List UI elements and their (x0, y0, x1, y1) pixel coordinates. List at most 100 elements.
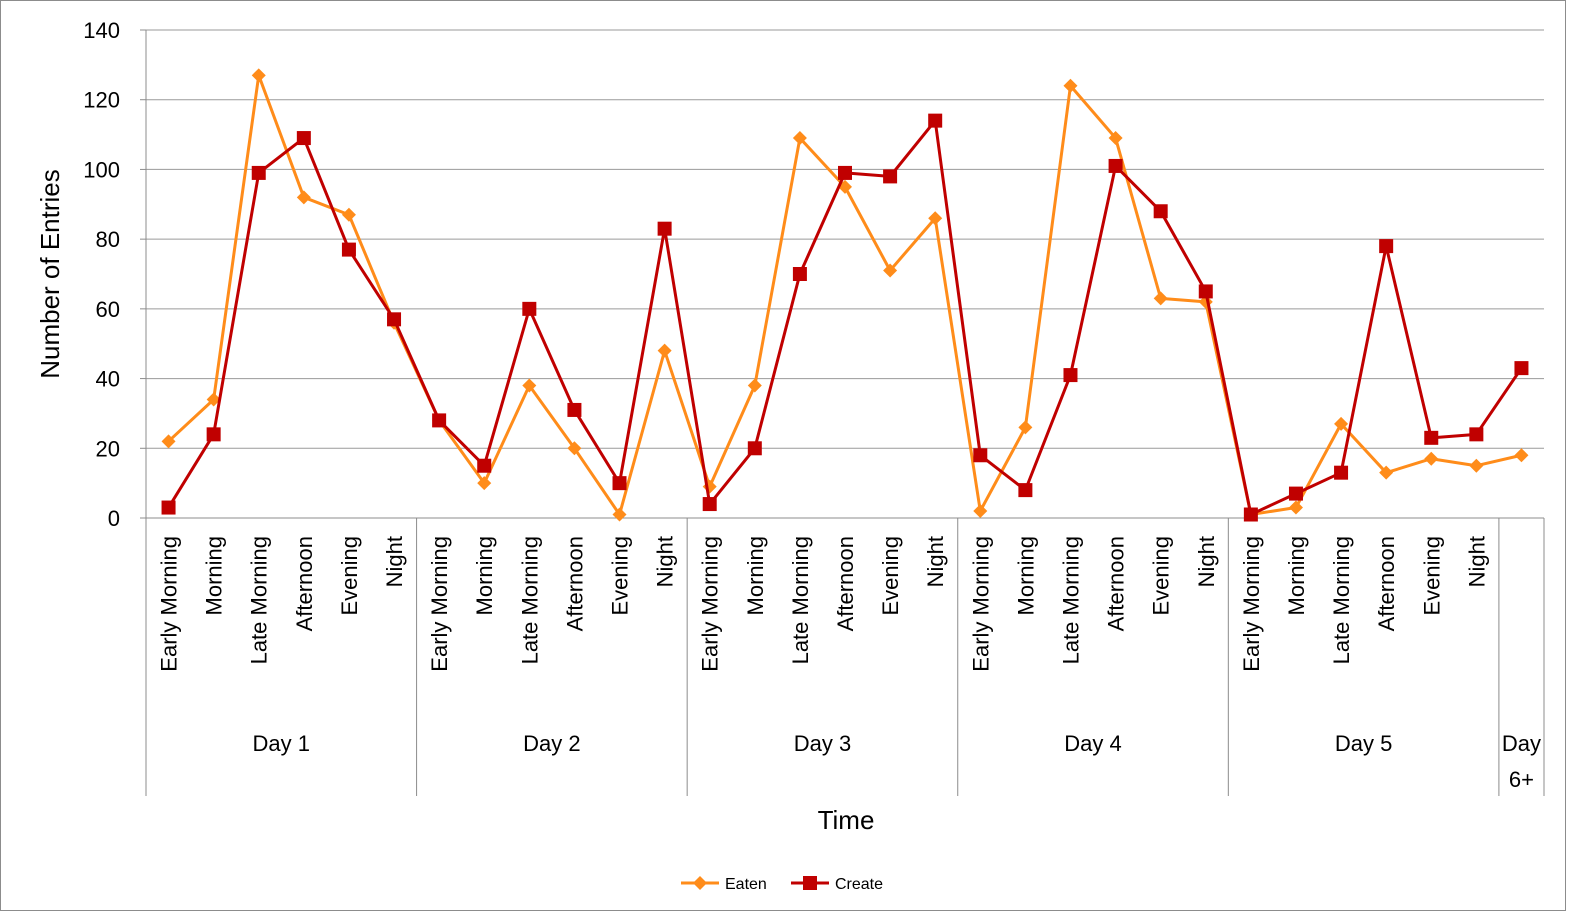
x-group-label: Day 6+ (1502, 731, 1541, 792)
data-point (883, 169, 898, 184)
legend-label: Create (835, 876, 883, 893)
x-group-label: Day 5 (1335, 731, 1392, 756)
x-category-label: Early Morning (698, 536, 723, 672)
x-category-label: Evening (608, 536, 633, 616)
data-point (1424, 430, 1439, 445)
data-point (1153, 204, 1168, 219)
y-tick-label-0: 0 (108, 506, 120, 531)
x-category-label: Night (1464, 536, 1489, 587)
series-create (161, 113, 1529, 522)
x-category-label: Late Morning (1329, 536, 1354, 664)
legend-label: Eaten (725, 876, 767, 893)
data-point (1514, 448, 1529, 463)
data-point (477, 476, 492, 491)
x-category-label: Evening (878, 536, 903, 616)
data-point (206, 427, 221, 442)
x-group-label: Day 2 (523, 731, 580, 756)
x-category-label: Afternoon (833, 536, 858, 631)
data-point (1334, 465, 1349, 480)
data-point (657, 221, 672, 236)
data-point (612, 507, 627, 522)
data-point (1379, 239, 1394, 254)
data-point (477, 458, 492, 473)
data-point (1288, 500, 1303, 515)
legend-marker (693, 876, 707, 890)
x-category-label: Late Morning (517, 536, 542, 664)
y-tick-label-20: 20 (96, 436, 120, 461)
data-point (1018, 420, 1033, 435)
gridlines (146, 29, 1544, 519)
data-point (973, 504, 988, 519)
data-point (612, 476, 627, 491)
data-point (161, 500, 176, 515)
series-eaten (161, 68, 1529, 522)
data-point (1379, 465, 1394, 480)
data-point (792, 267, 807, 281)
data-point (251, 68, 266, 83)
x-category-label: Morning (472, 536, 497, 615)
data-point (883, 263, 898, 278)
x-category-label: Night (653, 536, 678, 587)
data-point (1063, 78, 1078, 93)
x-group-label: Day 1 (253, 731, 310, 756)
x-category-label: Evening (1419, 536, 1444, 616)
x-category-label: Early Morning (968, 536, 993, 672)
data-point (792, 131, 807, 146)
x-axis: Early Morning Morning Late Morning Afternoo… (145, 518, 1545, 796)
data-point (1469, 427, 1484, 442)
data-point (387, 312, 402, 327)
data-point (161, 434, 176, 449)
x-category-label: Early Morning (1239, 536, 1264, 672)
data-point (838, 165, 852, 180)
data-point (928, 113, 943, 128)
y-tick-label-100: 100 (83, 157, 120, 182)
data-point (747, 441, 762, 456)
data-point (1153, 291, 1168, 306)
x-axis-title: Time (818, 805, 875, 835)
data-point (747, 378, 762, 393)
data-point (296, 190, 311, 205)
legend-marker (803, 876, 817, 890)
data-point (206, 392, 221, 407)
x-category-label: Night (923, 536, 948, 587)
data-point (1243, 507, 1258, 522)
y-tick-label-140: 140 (83, 18, 120, 43)
x-category-label: Morning (1013, 536, 1038, 615)
x-category-label: Early Morning (427, 536, 452, 672)
data-point (1018, 483, 1033, 498)
data-point (1424, 451, 1439, 466)
legend-item-create: Create (791, 876, 883, 893)
data-point (251, 165, 266, 180)
x-category-label: Morning (1284, 536, 1309, 615)
y-axis-title: Number of Entries (35, 169, 65, 379)
x-category-label: Morning (202, 536, 227, 615)
x-category-label: Afternoon (292, 536, 317, 631)
x-category-label: Night (1194, 536, 1219, 587)
data-point (567, 441, 582, 456)
x-category-label: Late Morning (247, 536, 272, 664)
data-point (341, 242, 356, 257)
x-category-label: Evening (337, 536, 362, 616)
legend: Eaten Create (681, 876, 883, 893)
data-point (522, 378, 537, 393)
data-point (1108, 158, 1123, 173)
x-category-label: Afternoon (1104, 536, 1129, 631)
x-group-label: Day 4 (1064, 731, 1121, 756)
x-category-label: Afternoon (562, 536, 587, 631)
data-point (657, 343, 672, 358)
data-point (296, 131, 311, 146)
legend-item-eaten: Eaten (681, 876, 767, 893)
data-point (1469, 458, 1484, 473)
data-point (432, 413, 447, 428)
data-point (928, 211, 943, 226)
data-point (522, 301, 537, 316)
data-point (1198, 284, 1213, 299)
y-tick-label-40: 40 (96, 367, 120, 392)
y-tick-label-60: 60 (96, 297, 120, 322)
x-category-label: Night (382, 536, 407, 587)
x-category-label: Afternoon (1374, 536, 1399, 631)
x-category-label: Morning (743, 536, 768, 615)
data-point (1288, 486, 1303, 501)
